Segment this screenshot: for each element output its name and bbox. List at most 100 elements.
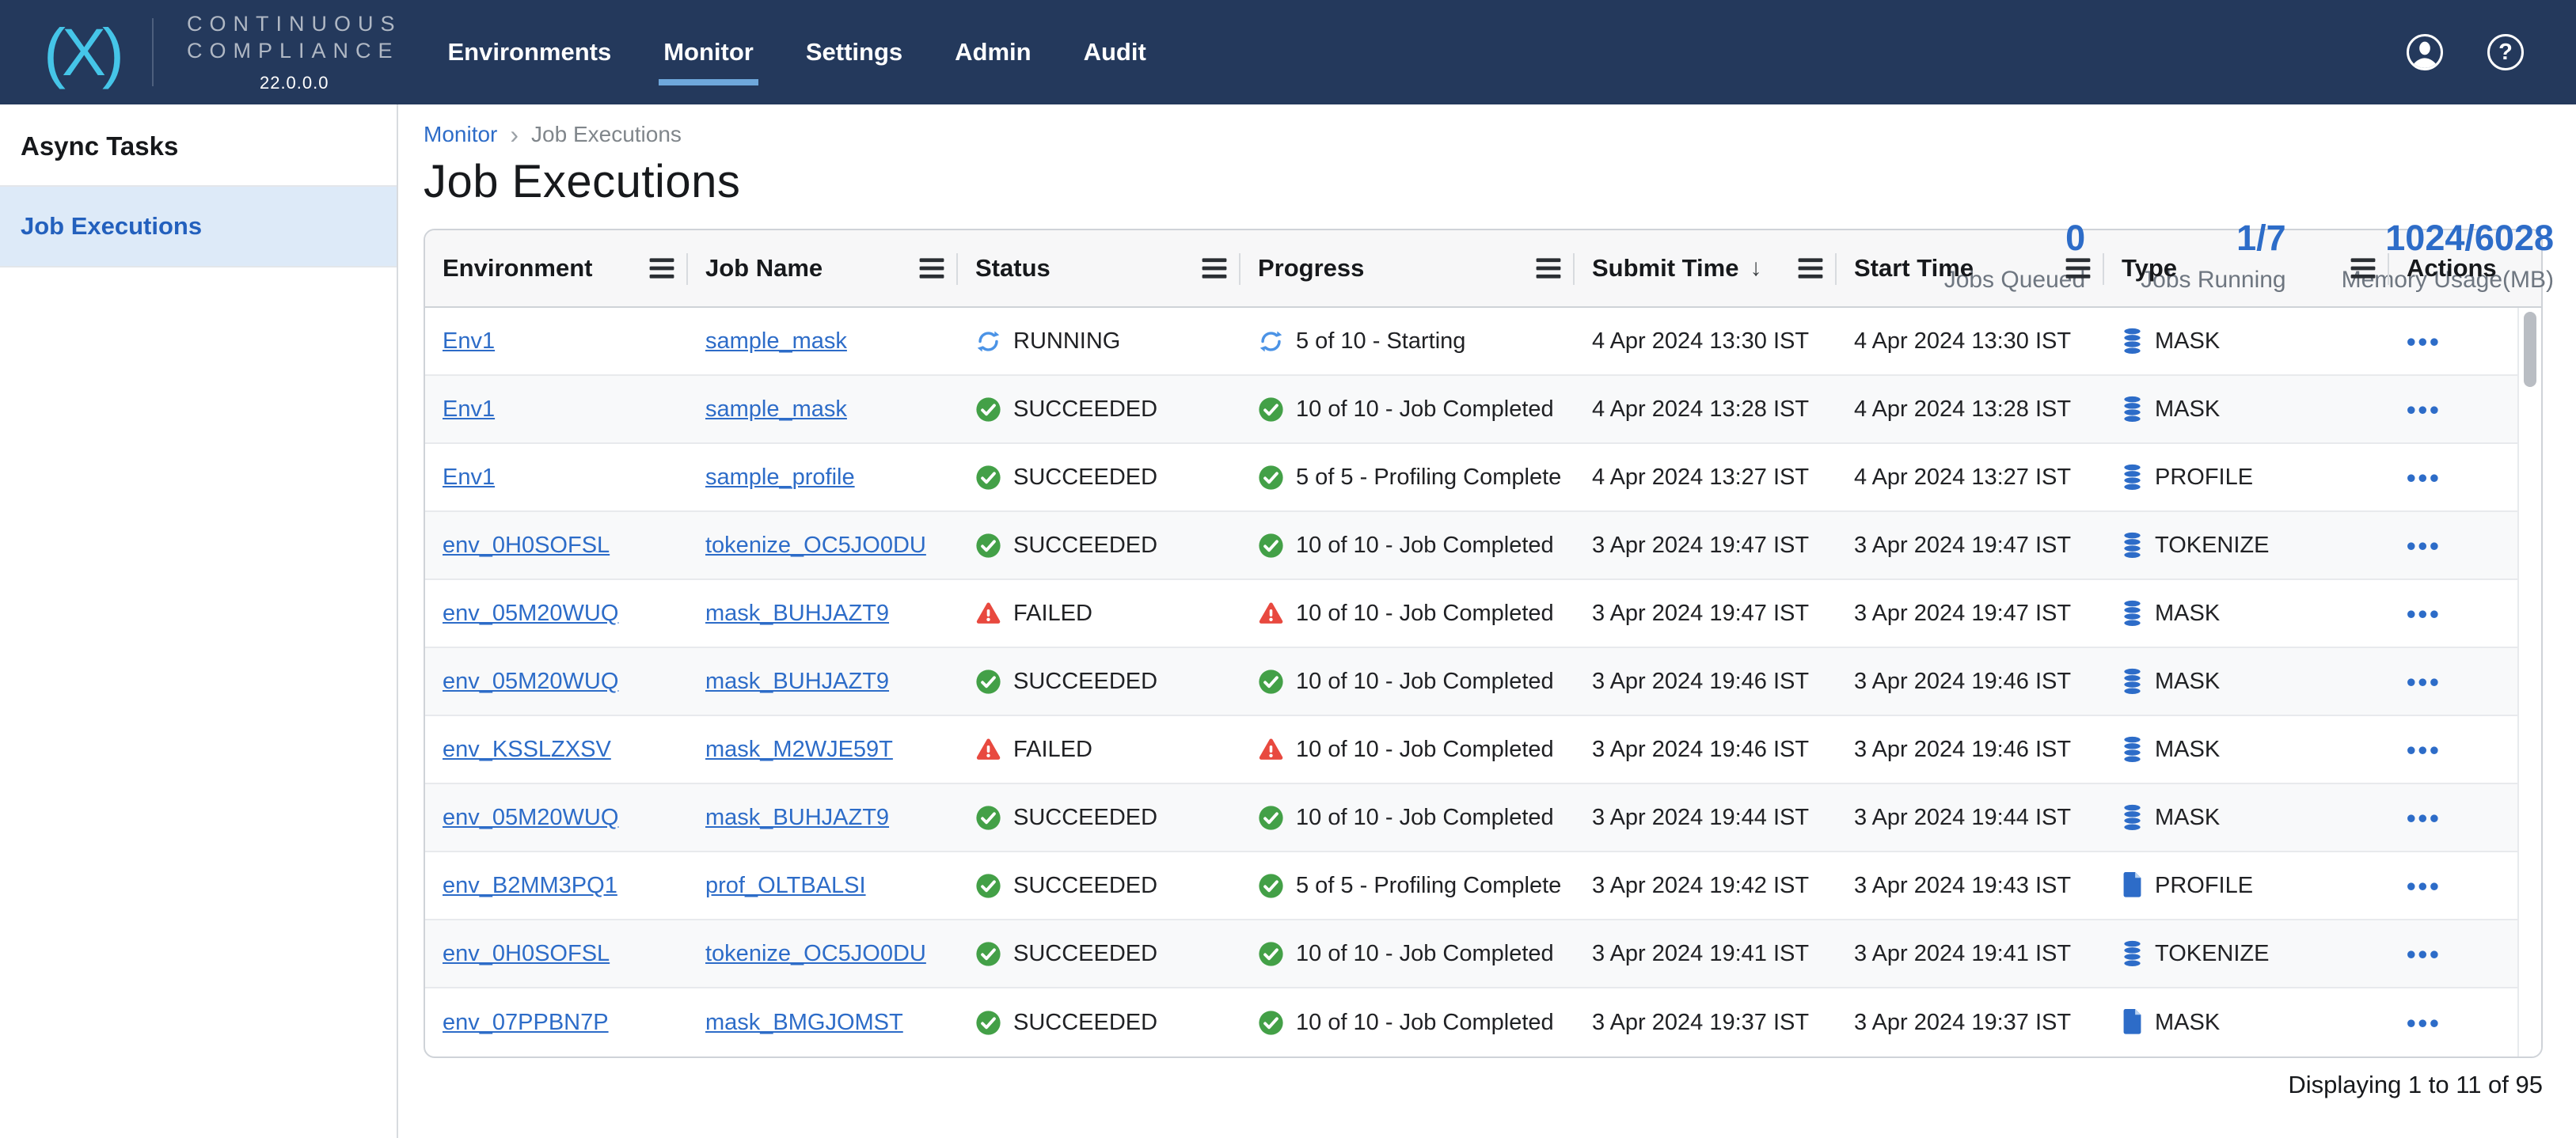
row-actions-button[interactable]: ••• (2407, 598, 2441, 628)
nav-admin[interactable]: Admin (955, 38, 1032, 66)
job-name-link[interactable]: mask_BUHJAZT9 (705, 804, 890, 830)
primary-nav: Environments Monitor Settings Admin Audit (447, 38, 1146, 85)
table-scrollbar[interactable] (2517, 308, 2541, 1056)
nav-settings[interactable]: Settings (805, 38, 903, 66)
row-actions-button[interactable]: ••• (2407, 871, 2441, 901)
succeeded-icon (1258, 533, 1284, 559)
table-cell: MASK (2104, 784, 2389, 851)
row-actions-button[interactable]: ••• (2407, 802, 2441, 833)
table-cell: mask_M2WJE59T (688, 716, 958, 783)
table-row: env_0H0SOFSL tokenize_OC5JO0DU SUCCEEDED 10… (425, 920, 2517, 988)
table-cell: SUCCEEDED (958, 852, 1241, 919)
table-cell: SUCCEEDED (958, 920, 1241, 987)
job-name-link[interactable]: sample_mask (705, 396, 847, 422)
start-time: 3 Apr 2024 19:41 IST (1854, 940, 2072, 966)
status-text: SUCCEEDED (1013, 532, 1158, 558)
column-menu-icon[interactable] (1201, 257, 1228, 279)
environment-link[interactable]: env_05M20WUQ (443, 600, 619, 626)
job-name-link[interactable]: tokenize_OC5JO0DU (705, 940, 926, 966)
environment-link[interactable]: env_0H0SOFSL (443, 532, 610, 558)
status-text: RUNNING (1013, 328, 1121, 354)
row-actions-button[interactable]: ••• (2407, 734, 2441, 764)
status-text: SUCCEEDED (1013, 464, 1158, 490)
sort-desc-icon[interactable]: ↓ (1750, 255, 1762, 281)
row-actions-button[interactable]: ••• (2407, 394, 2441, 424)
job-name-link[interactable]: prof_OLTBALSI (705, 872, 866, 898)
column-menu-icon[interactable] (648, 257, 675, 279)
environment-link[interactable]: env_KSSLZXSV (443, 736, 611, 762)
job-name-link[interactable]: mask_BMGJOMST (705, 1009, 903, 1035)
job-name-link[interactable]: sample_mask (705, 328, 847, 354)
job-name-link[interactable]: sample_profile (705, 464, 855, 490)
column-menu-icon[interactable] (2065, 257, 2092, 279)
table-cell: 3 Apr 2024 19:37 IST (1837, 988, 2104, 1056)
environment-link[interactable]: Env1 (443, 328, 496, 354)
user-profile-icon[interactable] (2407, 34, 2443, 70)
column-menu-icon[interactable] (918, 257, 945, 279)
table-row: Env1 sample_mask SUCCEEDED 10 of 10 - Job C… (425, 376, 2517, 444)
stat-jobs-queued: 0 Jobs Queued (1944, 220, 2085, 294)
topbar-icons: ? (2407, 34, 2524, 70)
succeeded-icon (975, 941, 1001, 967)
column-menu-icon[interactable] (1535, 257, 1562, 279)
table-cell: 10 of 10 - Job Completed (1241, 512, 1575, 578)
table-cell: 4 Apr 2024 13:27 IST (1837, 444, 2104, 510)
scrollbar-thumb[interactable] (2524, 312, 2536, 387)
row-actions-button[interactable]: ••• (2407, 1007, 2441, 1037)
environment-link[interactable]: Env1 (443, 396, 496, 422)
column-menu-icon[interactable] (1797, 257, 1824, 279)
status-text: FAILED (1013, 600, 1092, 626)
nav-environments[interactable]: Environments (447, 38, 612, 66)
table-cell: FAILED (958, 716, 1241, 783)
job-stats: 0 Jobs Queued 1/7 Jobs Running 1024/6028 Memo… (1944, 220, 2554, 294)
stat-value: 1/7 (2236, 218, 2286, 258)
row-actions-button[interactable]: ••• (2407, 530, 2441, 560)
column-menu-icon[interactable] (2350, 257, 2377, 279)
database-icon (2122, 464, 2143, 491)
table-body: Env1 sample_mask RUNNING 5 of 10 - Starting… (425, 308, 2517, 1056)
succeeded-icon (975, 1010, 1001, 1036)
row-actions-button[interactable]: ••• (2407, 939, 2441, 969)
table-cell: env_05M20WUQ (425, 648, 688, 715)
nav-audit[interactable]: Audit (1083, 38, 1146, 66)
column-label: Actions (2407, 254, 2497, 282)
table-cell: ••• (2389, 648, 2517, 715)
table-cell: 10 of 10 - Job Completed (1241, 988, 1575, 1056)
table-cell: mask_BUHJAZT9 (688, 784, 958, 851)
succeeded-icon (975, 465, 1001, 491)
table-cell: 10 of 10 - Job Completed (1241, 580, 1575, 647)
help-icon[interactable]: ? (2487, 34, 2524, 70)
row-actions-button[interactable]: ••• (2407, 666, 2441, 696)
environment-link[interactable]: Env1 (443, 464, 496, 490)
progress-text: 10 of 10 - Job Completed (1296, 1009, 1554, 1035)
table-cell: SUCCEEDED (958, 512, 1241, 578)
start-time: 3 Apr 2024 19:43 IST (1854, 872, 2072, 898)
type-text: PROFILE (2155, 872, 2254, 898)
environment-link[interactable]: env_07PPBN7P (443, 1009, 609, 1035)
submit-time: 3 Apr 2024 19:46 IST (1592, 668, 1810, 694)
type-text: TOKENIZE (2155, 940, 2270, 966)
row-actions-button[interactable]: ••• (2407, 462, 2441, 492)
environment-link[interactable]: env_05M20WUQ (443, 668, 619, 694)
environment-link[interactable]: env_B2MM3PQ1 (443, 872, 617, 898)
job-name-link[interactable]: mask_M2WJE59T (705, 736, 893, 762)
nav-monitor[interactable]: Monitor (659, 38, 758, 85)
database-icon (2122, 804, 2143, 831)
job-name-link[interactable]: mask_BUHJAZT9 (705, 600, 890, 626)
type-text: MASK (2155, 1009, 2221, 1035)
sidebar-item-job-executions[interactable]: Job Executions (0, 187, 397, 267)
job-name-link[interactable]: tokenize_OC5JO0DU (705, 532, 926, 558)
breadcrumb-monitor-link[interactable]: Monitor (424, 122, 498, 146)
start-time: 3 Apr 2024 19:46 IST (1854, 736, 2072, 762)
column-header-status: Status (958, 230, 1241, 306)
row-actions-button[interactable]: ••• (2407, 326, 2441, 356)
environment-link[interactable]: env_0H0SOFSL (443, 940, 610, 966)
table-cell: tokenize_OC5JO0DU (688, 920, 958, 987)
status-text: SUCCEEDED (1013, 940, 1158, 966)
job-name-link[interactable]: mask_BUHJAZT9 (705, 668, 890, 694)
environment-link[interactable]: env_05M20WUQ (443, 804, 619, 830)
table-cell: ••• (2389, 308, 2517, 374)
progress-text: 10 of 10 - Job Completed (1296, 532, 1554, 558)
succeeded-icon (1258, 669, 1284, 695)
